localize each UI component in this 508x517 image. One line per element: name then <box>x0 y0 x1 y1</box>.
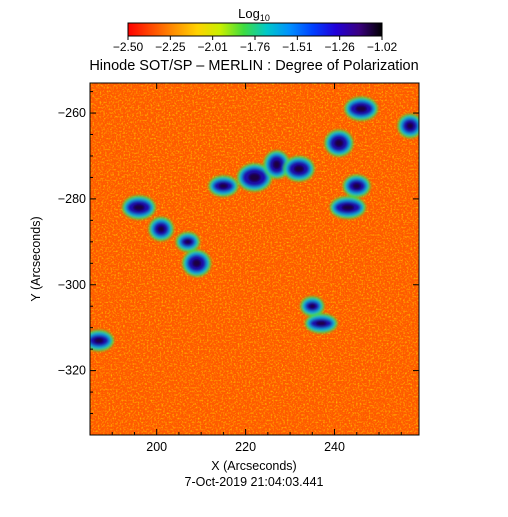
colorbar-tick-label: −1.51 <box>282 40 313 54</box>
region-core-dark <box>334 138 344 148</box>
high-polarization-region <box>122 195 156 220</box>
y-axis-label: Y (Arcseconds) <box>29 216 43 301</box>
high-polarization-region <box>182 249 212 277</box>
high-polarization-region <box>304 313 338 334</box>
high-polarization-region <box>300 296 325 317</box>
high-polarization-region <box>324 129 354 157</box>
region-core-dark <box>355 105 368 113</box>
colorbar-ticks: −2.50 −2.25 −2.01 −1.76 −1.51 −1.26 −1.02 <box>113 36 398 54</box>
region-core-dark <box>315 320 327 326</box>
colorbar-label: Log10 <box>238 6 270 23</box>
colorbar <box>127 22 383 37</box>
region-core-dark <box>341 204 355 211</box>
high-polarization-region <box>90 329 114 352</box>
x-tick-label: 240 <box>324 440 345 454</box>
region-core-dark <box>157 225 165 233</box>
y-tick-label: −280 <box>58 192 86 206</box>
colorbar-label-base: Log <box>238 6 260 21</box>
y-tick-label: −300 <box>58 278 86 292</box>
colorbar-tick-label: −1.02 <box>367 40 398 54</box>
region-core-dark <box>133 203 145 212</box>
colorbar-tick-label: −1.76 <box>240 40 271 54</box>
colorbar-tick-label: −2.25 <box>155 40 186 54</box>
colorbar-label-subscript: 10 <box>260 13 270 23</box>
x-axis: 200 220 240 <box>111 83 402 454</box>
y-tick-label: −320 <box>58 364 86 378</box>
high-polarization-region <box>283 156 315 182</box>
region-core-dark <box>406 122 414 130</box>
region-core-dark <box>272 159 281 170</box>
region-core-dark <box>218 183 229 189</box>
region-core-dark <box>352 182 362 190</box>
high-polarization-region <box>263 150 290 179</box>
region-core-dark <box>293 164 305 173</box>
x-tick-label: 200 <box>146 440 167 454</box>
region-core-dark <box>184 239 192 245</box>
region-core-dark <box>308 303 316 309</box>
high-polarization-region <box>208 175 239 197</box>
plot-frame <box>89 82 420 436</box>
high-polarization-region <box>237 163 272 192</box>
x-tick-label: 220 <box>235 440 256 454</box>
colorbar-tick-label: −2.50 <box>113 40 144 54</box>
high-polarization-region <box>342 174 371 198</box>
region-core-dark <box>248 172 261 183</box>
high-polarization-region <box>344 96 379 121</box>
y-tick-label: −260 <box>58 106 86 120</box>
y-axis: −260 −280 −300 −320 <box>58 91 419 415</box>
chart-title: Hinode SOT/SP – MERLIN : Degree of Polar… <box>89 58 418 74</box>
high-polarization-region <box>397 113 419 139</box>
high-polarization-region <box>329 196 366 219</box>
high-polarization-region <box>148 216 174 242</box>
region-core-dark <box>93 337 104 344</box>
heatmap-texture <box>90 83 419 435</box>
x-axis-label: X (Arcseconds) <box>211 459 296 473</box>
colorbar-tick-label: −2.01 <box>197 40 228 54</box>
region-core-dark <box>192 259 202 268</box>
timestamp: 7-Oct-2019 21:04:03.441 <box>185 475 324 489</box>
heatmap <box>90 83 419 435</box>
colorbar-tick-label: −1.26 <box>324 40 355 54</box>
high-polarization-region <box>175 231 200 252</box>
high-polarization-regions <box>90 96 419 352</box>
